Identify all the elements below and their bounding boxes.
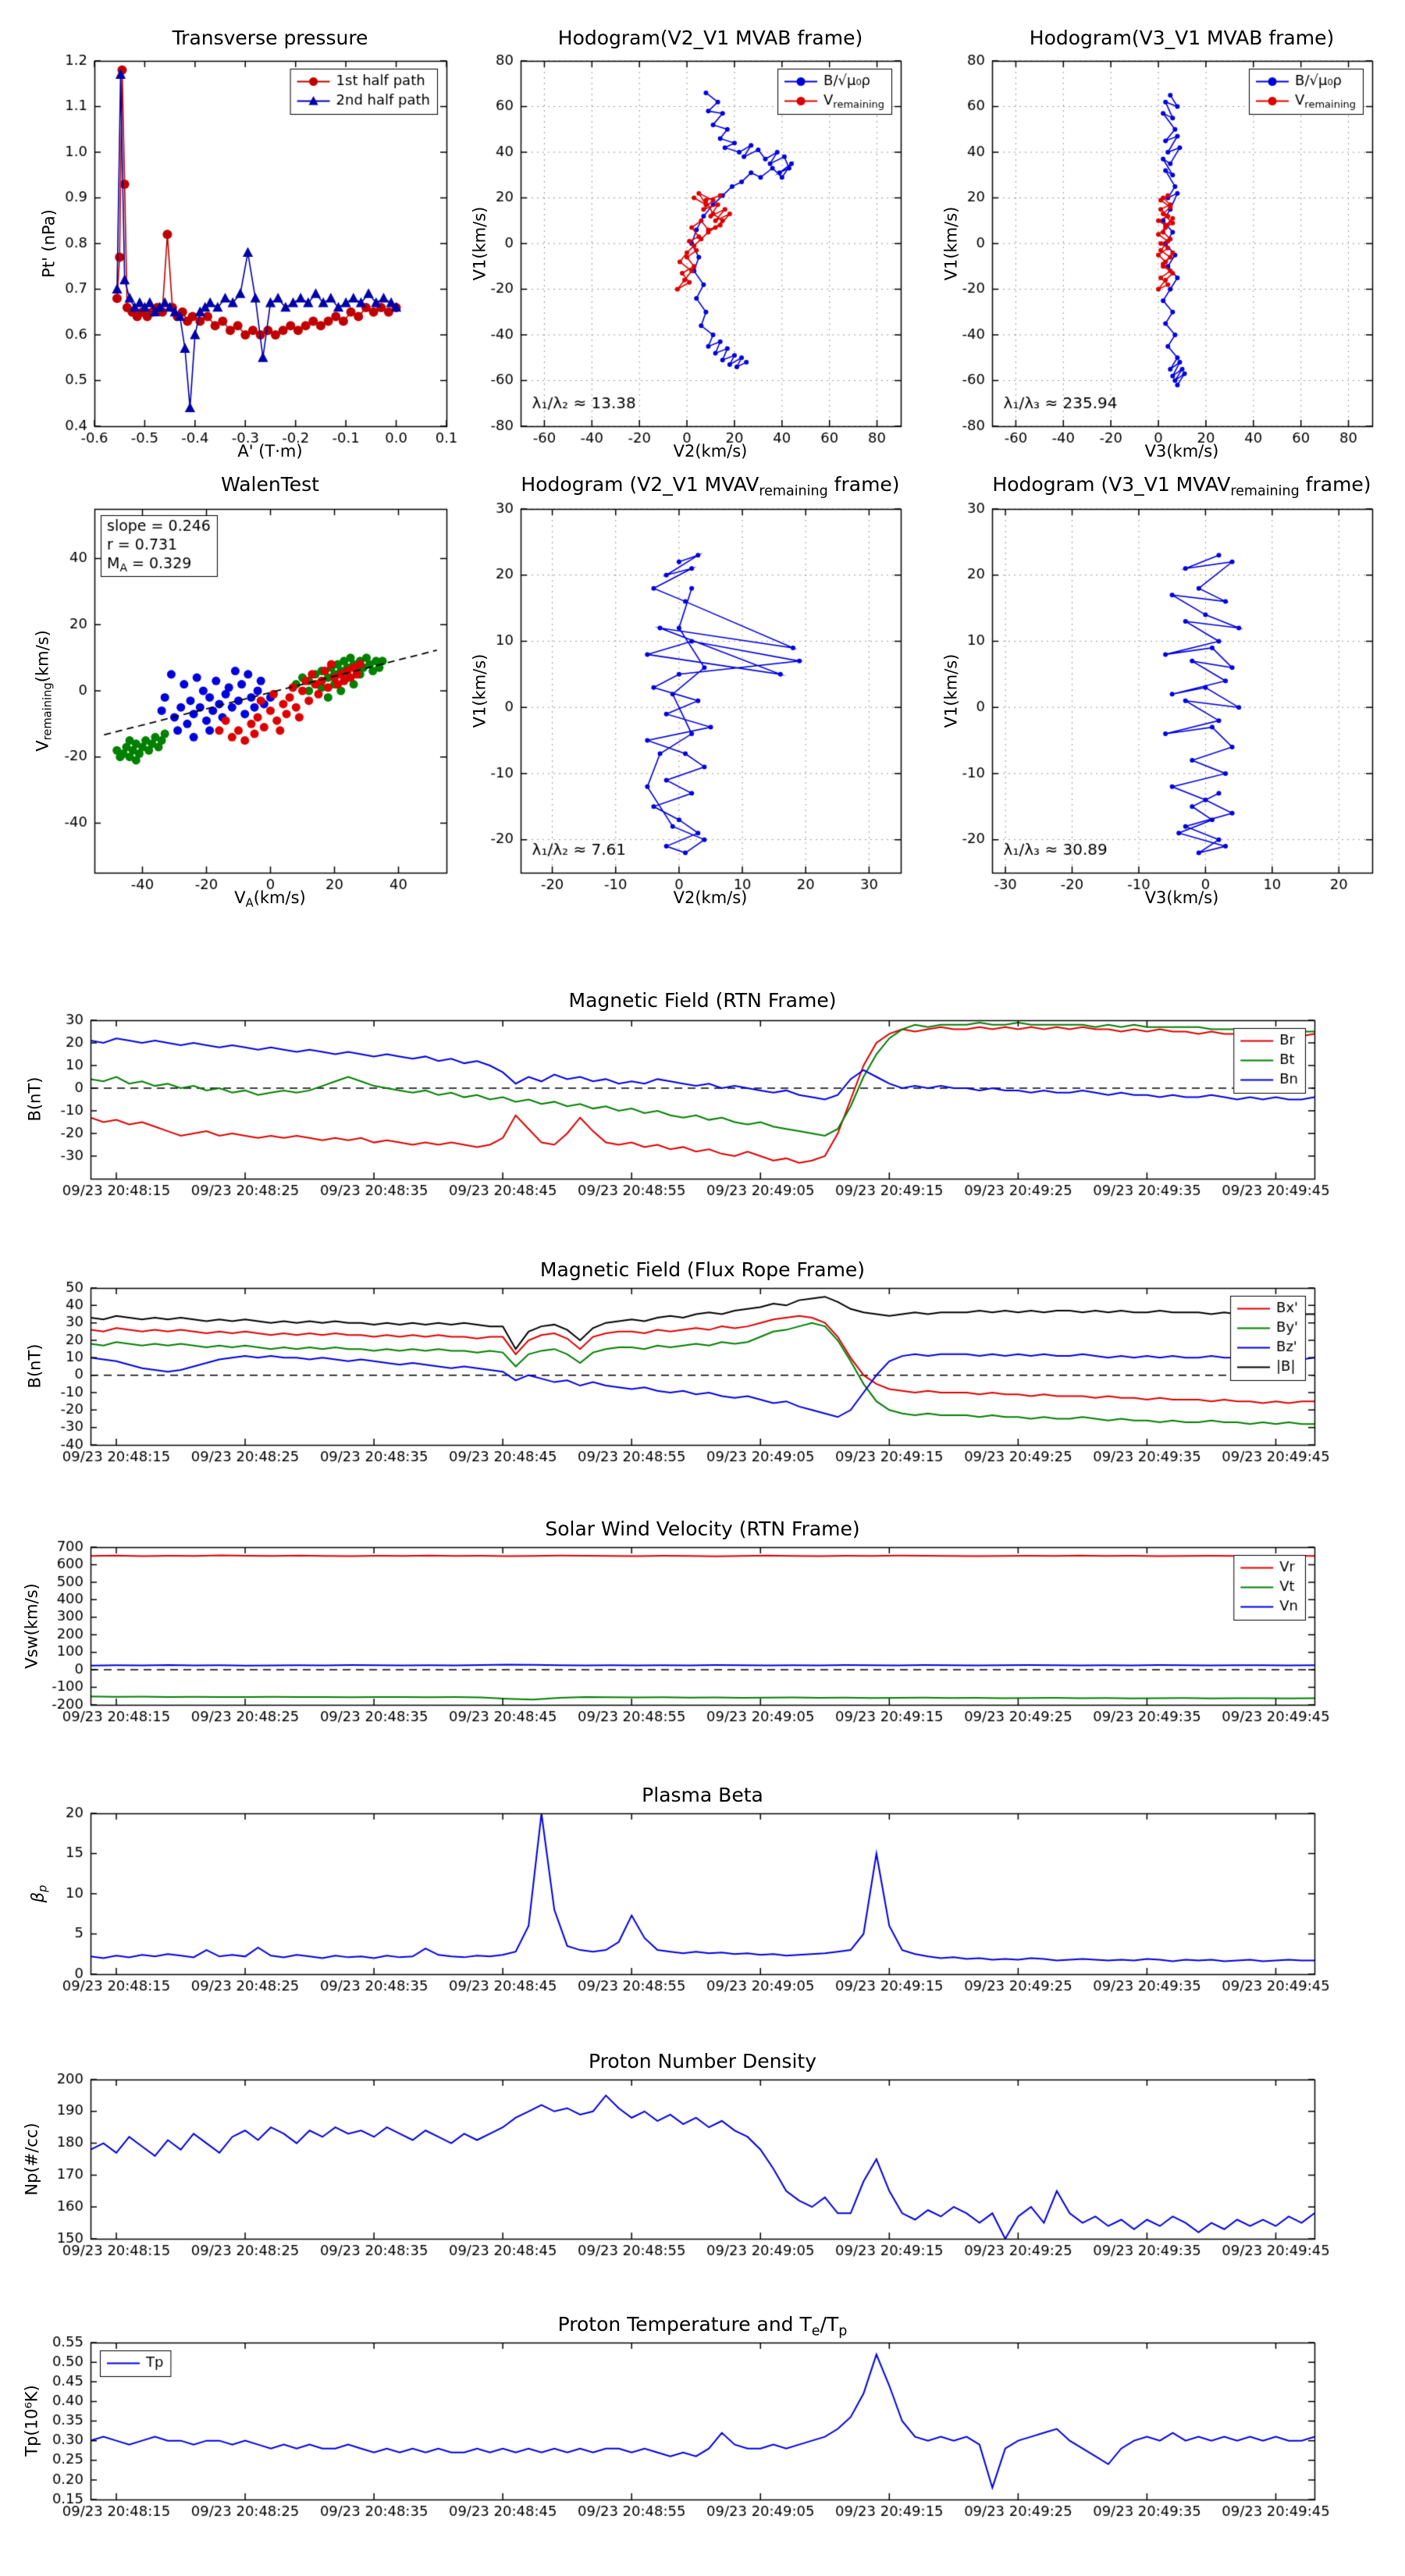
title-proton-temperature: Proton Temperature and Te/Tp <box>557 2313 848 2339</box>
title-hodogram-v3v1-mvav: Hodogram (V3_V1 MVAVremaining frame) <box>992 473 1371 500</box>
hodogram-v3v1-mvab-plot <box>930 31 1398 468</box>
title-magnetic-field-fluxrope: Magnetic Field (Flux Rope Frame) <box>539 1258 866 1281</box>
ylabel-walen-test: Vremaining(km/s) <box>33 630 55 752</box>
title-proton-density: Proton Number Density <box>589 2050 816 2073</box>
xlabel-hodogram-v3v1-mvav: V3(km/s) <box>1144 888 1219 907</box>
ylabel-hodogram-v3v1-mvav: V1(km/s) <box>941 653 961 728</box>
title-plasma-beta: Plasma Beta <box>642 1784 763 1806</box>
title-magnetic-field-rtn: Magnetic Field (RTN Frame) <box>568 989 837 1012</box>
title-hodogram-v2v1-mvab: Hodogram(V2_V1 MVAB frame) <box>557 27 863 49</box>
ylabel-proton-density: Np(#/cc) <box>22 2122 41 2196</box>
title-transverse-pressure: Transverse pressure <box>172 27 368 49</box>
xlabel-hodogram-v2v1-mvav: V2(km/s) <box>673 888 748 907</box>
title-hodogram-v2v1-mvav: Hodogram (V2_V1 MVAVremaining frame) <box>521 473 900 500</box>
transverse-pressure-plot <box>16 31 468 468</box>
magnetic-field-fluxrope-plot <box>16 1267 1389 1493</box>
hodogram-v2v1-mvav-plot <box>458 478 919 915</box>
xlabel-walen-test: VA(km/s) <box>234 888 306 910</box>
title-solar-wind-velocity: Solar Wind Velocity (RTN Frame) <box>545 1517 860 1540</box>
title-walen-test: WalenTest <box>221 473 319 496</box>
xlabel-hodogram-v2v1-mvab: V2(km/s) <box>673 442 748 461</box>
ylabel-hodogram-v2v1-mvav: V1(km/s) <box>470 653 489 728</box>
ylabel-proton-temperature: Tp(10⁶K) <box>22 2385 41 2457</box>
plasma-beta-plot <box>16 1792 1389 2019</box>
walen-test-plot <box>16 478 468 915</box>
ylabel-magnetic-field-fluxrope: B(nT) <box>25 1343 44 1389</box>
ylabel-magnetic-field-rtn: B(nT) <box>25 1076 44 1122</box>
title-hodogram-v3v1-mvab: Hodogram(V3_V1 MVAB frame) <box>1029 27 1335 49</box>
ylabel-solar-wind-velocity: Vsw(km/s) <box>22 1583 41 1669</box>
solar-wind-velocity-plot <box>16 1526 1389 1752</box>
ylabel-transverse-pressure: Pt' (nPa) <box>39 209 59 278</box>
hodogram-v3v1-mvav-plot <box>930 478 1398 915</box>
xlabel-transverse-pressure: A' (T·m) <box>237 442 303 461</box>
xlabel-hodogram-v3v1-mvab: V3(km/s) <box>1144 442 1219 461</box>
ylabel-plasma-beta: βp <box>28 1884 50 1903</box>
ylabel-hodogram-v2v1-mvab: V1(km/s) <box>470 206 489 281</box>
proton-temperature-plot <box>16 2322 1389 2548</box>
ylabel-hodogram-v3v1-mvab: V1(km/s) <box>941 206 961 281</box>
hodogram-v2v1-mvab-plot <box>458 31 919 468</box>
proton-density-plot <box>16 2058 1389 2285</box>
magnetic-field-rtn-plot <box>16 999 1389 1233</box>
